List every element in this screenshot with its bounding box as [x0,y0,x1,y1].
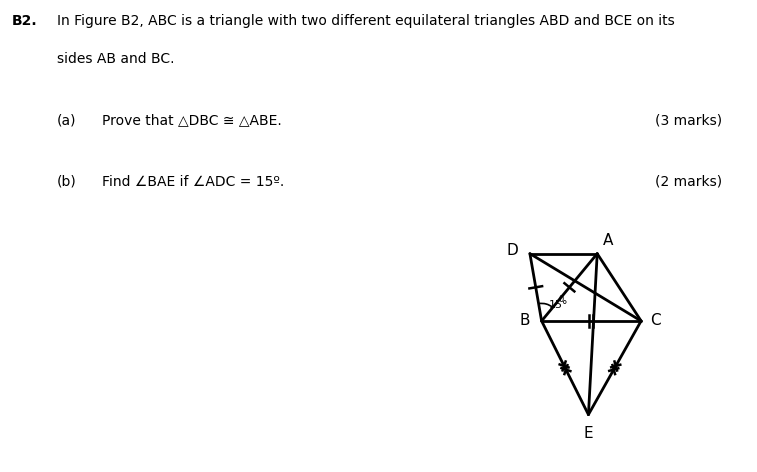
Text: (a): (a) [57,113,76,127]
Text: Find ∠BAE if ∠ADC = 15º.: Find ∠BAE if ∠ADC = 15º. [102,175,285,189]
Text: 15°: 15° [549,300,569,310]
Text: (b): (b) [57,175,76,189]
Text: B2.: B2. [11,14,37,28]
Text: (3 marks): (3 marks) [655,113,722,127]
Text: B: B [519,313,530,329]
Text: D: D [506,243,519,258]
Text: (2 marks): (2 marks) [655,175,722,189]
Text: 0: 0 [558,295,563,303]
Text: Prove that △DBC ≅ △ABE.: Prove that △DBC ≅ △ABE. [102,113,282,127]
Text: E: E [584,426,593,441]
Text: sides AB and BC.: sides AB and BC. [57,52,174,66]
Text: In Figure B2, ABC is a triangle with two different equilateral triangles ABD and: In Figure B2, ABC is a triangle with two… [57,14,674,28]
Text: C: C [650,313,661,329]
Text: A: A [603,233,613,248]
